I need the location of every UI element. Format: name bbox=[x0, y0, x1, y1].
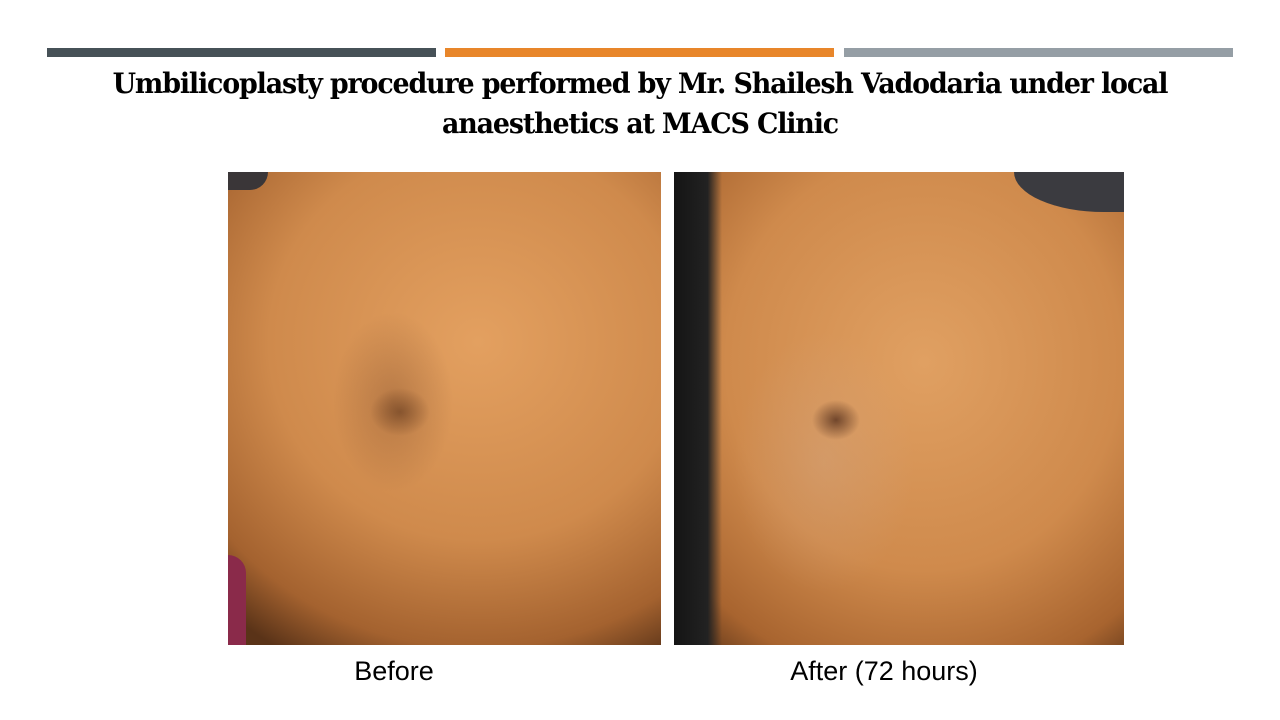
header-bar-gray bbox=[844, 48, 1233, 57]
after-photo bbox=[674, 172, 1124, 645]
before-photo bbox=[228, 172, 661, 645]
slide-title: Umbilicoplasty procedure performed by Mr… bbox=[112, 67, 1169, 140]
header-bar-orange bbox=[445, 48, 834, 57]
header-bar-dark bbox=[47, 48, 436, 57]
after-caption: After (72 hours) bbox=[790, 656, 978, 686]
before-caption: Before bbox=[354, 656, 434, 686]
